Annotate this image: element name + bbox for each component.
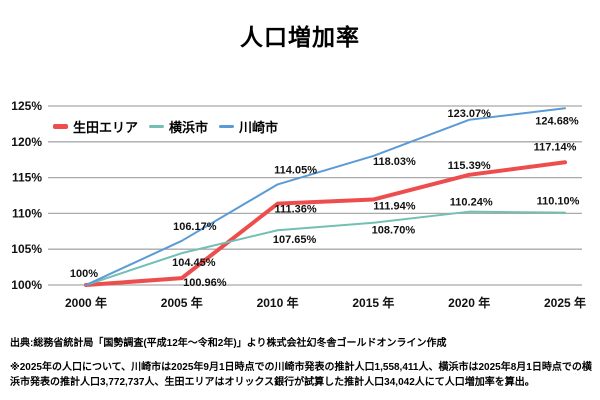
legend-marker-icon-ikuta-area: [53, 124, 68, 129]
legend-item-kawasaki: 川崎市: [219, 117, 278, 136]
svg-text:2005 年: 2005 年: [161, 295, 203, 310]
legend-label-kawasaki: 川崎市: [239, 120, 279, 135]
svg-text:2015 年: 2015 年: [352, 295, 394, 310]
svg-text:114.05%: 114.05%: [274, 164, 317, 176]
svg-text:100%: 100%: [70, 268, 98, 280]
svg-text:125%: 125%: [11, 99, 42, 113]
svg-text:123.07%: 123.07%: [447, 108, 491, 120]
legend-label-ikuta-area: 生田エリア: [73, 120, 139, 135]
svg-text:115%: 115%: [12, 171, 42, 185]
svg-text:118.03%: 118.03%: [373, 156, 416, 168]
svg-text:111.94%: 111.94%: [373, 201, 415, 213]
svg-text:110.10%: 110.10%: [537, 196, 580, 208]
svg-text:110%: 110%: [12, 206, 42, 220]
legend-label-yokohama: 横浜市: [169, 120, 209, 135]
svg-text:111.36%: 111.36%: [274, 204, 316, 216]
chart-legend: 生田エリア 横浜市 川崎市: [51, 117, 281, 136]
svg-text:120%: 120%: [11, 135, 42, 149]
legend-marker-icon-kawasaki: [219, 125, 235, 128]
legend-item-ikuta-area: 生田エリア: [53, 117, 138, 136]
svg-text:100.96%: 100.96%: [183, 277, 227, 289]
svg-text:106.17%: 106.17%: [173, 221, 217, 233]
source-note: 出典:総務省統計局「国勢調査(平成12年〜令和2年)」より株式会社幻冬舎ゴールド…: [10, 338, 447, 349]
svg-text:115.39%: 115.39%: [448, 160, 491, 172]
svg-text:2000 年: 2000 年: [65, 295, 107, 310]
svg-text:107.65%: 107.65%: [273, 234, 317, 246]
svg-text:117.14%: 117.14%: [534, 141, 577, 153]
svg-text:110.24%: 110.24%: [450, 197, 493, 209]
footnote: ※2025年の人口について、川崎市は2025年9月1日時点での川崎市発表の推計人…: [10, 362, 592, 388]
svg-text:124.68%: 124.68%: [535, 115, 579, 127]
svg-text:2025 年: 2025 年: [544, 295, 586, 310]
svg-text:104.45%: 104.45%: [172, 257, 216, 269]
legend-item-yokohama: 横浜市: [149, 117, 208, 136]
line-chart: 100% 105% 110% 115% 120% 125% 2000 年 2005 年 2010…: [11, 99, 586, 310]
svg-text:100%: 100%: [11, 278, 42, 292]
legend-marker-icon-yokohama: [149, 125, 165, 128]
svg-text:108.70%: 108.70%: [372, 225, 416, 237]
svg-text:2010 年: 2010 年: [257, 295, 299, 310]
chart-title: 人口増加率: [240, 24, 360, 50]
svg-text:105%: 105%: [11, 242, 42, 256]
svg-text:2020 年: 2020 年: [448, 295, 490, 310]
